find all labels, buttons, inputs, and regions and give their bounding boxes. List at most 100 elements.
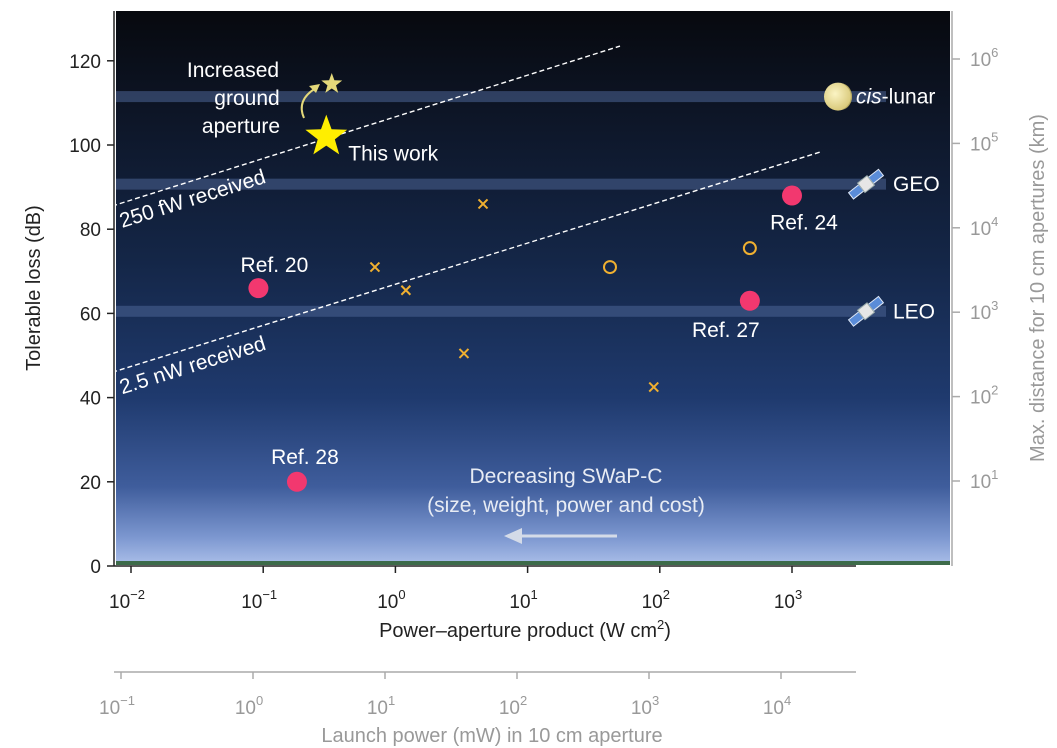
- secondary-x-tick-label: 102: [499, 693, 527, 719]
- labelled-references-marker: [782, 185, 802, 206]
- other-works-cross-marker: [648, 381, 659, 393]
- band-cis-lunar: [116, 91, 886, 103]
- band-leo: [116, 305, 886, 317]
- point-label-ref-28: Ref. 28: [271, 446, 339, 469]
- y-ticks: 0 20 40 60 80 100 120: [69, 52, 114, 578]
- right-tick-label-exp: 5: [991, 129, 998, 144]
- right-tick-label-base: 10: [970, 303, 991, 324]
- labelled-references-marker: [739, 290, 760, 311]
- left-axis: 0 20 40 60 80 100 120 Tolerable loss (dB): [23, 11, 115, 578]
- other-works-cross-marker: [458, 348, 470, 359]
- bottom-axis: 10−2 10−1 100 101 102 103 Power–aperture prod…: [109, 565, 856, 642]
- y-axis-title: Tolerable loss (dB): [23, 205, 45, 371]
- x-tick-label: 101: [509, 587, 537, 613]
- x-ticks: 10−2 10−1 100 101 102 103: [109, 566, 802, 613]
- labelled-references-marker: [248, 278, 269, 299]
- increased-aperture-line3: aperture: [202, 115, 280, 138]
- x-tick-label-exp: 0: [398, 587, 405, 602]
- right-tick-label: 105: [970, 129, 998, 155]
- secondary-x-tick-label-base: 10: [763, 698, 784, 719]
- y-tick-label: 80: [80, 220, 101, 241]
- increased-aperture-arrow: [300, 87, 317, 119]
- y-tick-label: 40: [80, 389, 101, 410]
- secondary-x-tick-label: 10−1: [99, 693, 135, 719]
- y-tick-label: 60: [80, 304, 101, 325]
- x-tick-label: 100: [377, 587, 405, 613]
- right-tick-label-exp: 1: [991, 467, 998, 482]
- ground-strip: [116, 561, 950, 565]
- right-tick-label-base: 10: [970, 219, 991, 240]
- annotations: Increased ground aperture Decreasing SWa…: [187, 59, 705, 544]
- secondary-x-tick-label-base: 10: [631, 698, 652, 719]
- satellite-body: [856, 175, 876, 194]
- secondary-x-axis-title: Launch power (mW) in 10 cm aperture: [321, 725, 662, 747]
- x-tick-label-base: 10: [241, 592, 262, 613]
- x-tick-label-exp: −1: [262, 587, 277, 602]
- other-works-open-circle-marker: [602, 260, 617, 275]
- swapc-arrowhead: [504, 528, 522, 544]
- secondary-x-tick-label: 100: [235, 693, 263, 719]
- x-tick-label-exp: 1: [531, 587, 538, 602]
- band-labels: cis-lunar GEO LEO: [824, 82, 940, 327]
- point-label-ref-27: Ref. 27: [692, 319, 760, 342]
- secondary-bottom-axis: 10−1 100 101 102 103 104 Launch power (mW) in…: [99, 671, 856, 747]
- right-tick-label-base: 10: [970, 388, 991, 409]
- data-markers: Ref. 20 Ref. 24 Ref. 27 Ref. 28 This work: [241, 72, 838, 492]
- band-label-rest: -lunar: [882, 86, 936, 109]
- y-tick-label: 100: [69, 136, 101, 157]
- secondary-x-tick-label-exp: 4: [784, 693, 791, 708]
- right-tick-label-exp: 6: [991, 45, 998, 60]
- reference-bands: [116, 91, 886, 317]
- right-tick-label-base: 10: [970, 134, 991, 155]
- secondary-x-tick-label-exp: 0: [256, 693, 263, 708]
- secondary-x-tick-label: 104: [763, 693, 791, 719]
- threshold-line-250-fw-received: [116, 45, 621, 206]
- satellite-icon: [847, 168, 885, 200]
- x-tick-label-exp: 2: [663, 587, 670, 602]
- secondary-x-tick-label-base: 10: [499, 698, 520, 719]
- secondary-x-tick-label-base: 10: [99, 698, 120, 719]
- x-tick-label-base: 10: [109, 592, 130, 613]
- satellite-icon: [847, 295, 885, 327]
- moon-icon: [824, 82, 853, 111]
- secondary-x-tick-label-exp: 2: [520, 693, 527, 708]
- right-tick-label-exp: 4: [991, 214, 998, 229]
- x-tick-label-base: 10: [509, 592, 530, 613]
- labelled-references-marker: [286, 471, 307, 492]
- secondary-x-ticks: 10−1 100 101 102 103 104: [99, 672, 791, 719]
- right-tick-label-base: 10: [970, 50, 991, 71]
- secondary-x-tick-label-base: 10: [235, 698, 256, 719]
- x-tick-label-exp: −2: [130, 587, 145, 602]
- right-tick-label: 106: [970, 45, 998, 71]
- secondary-x-tick-label: 103: [631, 693, 659, 719]
- x-tick-label: 10−2: [109, 587, 145, 613]
- x-tick-label: 102: [642, 587, 670, 613]
- y-tick-label: 0: [90, 557, 101, 578]
- moon-shadow: [842, 83, 853, 110]
- other-works-cross-marker: [369, 261, 381, 273]
- increased-aperture-arrowhead: [309, 84, 320, 93]
- swapc-line2: (size, weight, power and cost): [427, 494, 705, 517]
- other-works-cross-marker: [477, 198, 489, 210]
- point-label-this-work: This work: [348, 143, 438, 166]
- y-tick-label: 120: [69, 52, 101, 73]
- satellite-body: [856, 302, 876, 321]
- point-label-ref-20: Ref. 20: [241, 254, 309, 277]
- band-label-italic: cis: [856, 86, 882, 109]
- threshold-line-2-5-nw-received: [116, 150, 823, 372]
- right-tick-label: 101: [970, 467, 998, 493]
- right-tick-label-base: 10: [970, 472, 991, 493]
- secondary-x-tick-label-exp: 3: [652, 693, 659, 708]
- other-works-cross-marker: [400, 285, 412, 296]
- x-tick-label-base: 10: [774, 592, 795, 613]
- secondary-x-tick-label-base: 10: [367, 698, 388, 719]
- band-label-geo: GEO: [893, 173, 940, 196]
- x-tick-label-base: 10: [377, 592, 398, 613]
- increased-aperture-line1: Increased: [187, 59, 279, 82]
- right-axis-title: Max. distance for 10 cm apertures (km): [1027, 114, 1049, 462]
- band-label-cis-lunar: cis-lunar: [856, 86, 935, 109]
- point-label-ref-24: Ref. 24: [770, 212, 838, 235]
